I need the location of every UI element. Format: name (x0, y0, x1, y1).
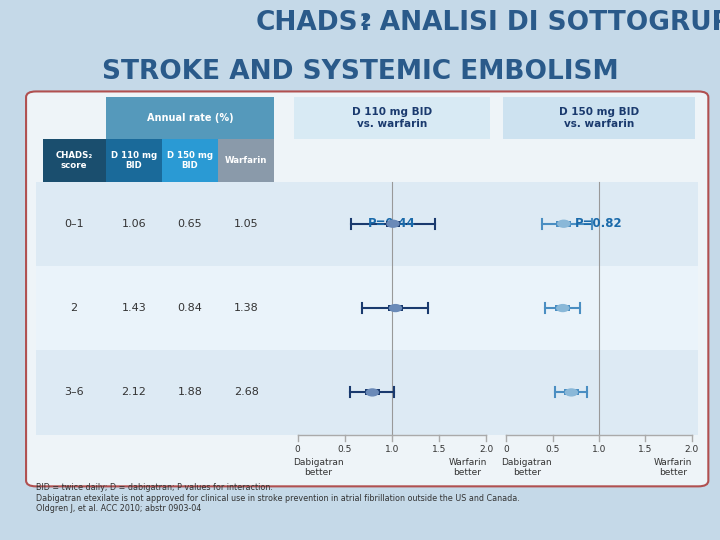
Circle shape (387, 220, 399, 227)
Text: 1.88: 1.88 (178, 387, 202, 397)
Text: 2.68: 2.68 (234, 387, 258, 397)
Text: BID = twice daily; D = dabigatran; P values for interaction.
Dabigatran etexilat: BID = twice daily; D = dabigatran; P val… (36, 483, 520, 513)
Text: 0.5: 0.5 (338, 446, 352, 454)
Text: CHADS₂
score: CHADS₂ score (55, 151, 93, 170)
Text: 1.43: 1.43 (122, 303, 146, 313)
Text: : ANALISI DI SOTTOGRUPPO: : ANALISI DI SOTTOGRUPPO (360, 10, 720, 36)
Circle shape (565, 389, 577, 396)
Text: 1.0: 1.0 (385, 446, 399, 454)
Text: STROKE AND SYSTEMIC EMBOLISM: STROKE AND SYSTEMIC EMBOLISM (102, 59, 618, 85)
Bar (388, 305, 402, 311)
Bar (555, 305, 570, 311)
Text: Dabigatran
better: Dabigatran better (501, 457, 552, 477)
Text: 1.5: 1.5 (638, 446, 652, 454)
Bar (162, 139, 218, 181)
Bar (557, 221, 571, 227)
Text: 0.84: 0.84 (178, 303, 202, 313)
Text: 3–6: 3–6 (64, 387, 84, 397)
Text: 2.12: 2.12 (121, 387, 146, 397)
Text: P=0.44: P=0.44 (368, 217, 416, 230)
Text: Warfarin: Warfarin (225, 156, 268, 165)
Text: 0.65: 0.65 (178, 219, 202, 229)
Bar (564, 389, 579, 395)
Text: Warfarin
better: Warfarin better (654, 457, 693, 477)
Bar (106, 97, 274, 139)
Text: Annual rate (%): Annual rate (%) (147, 113, 233, 123)
Text: 2.0: 2.0 (480, 446, 493, 454)
Text: 1.06: 1.06 (122, 219, 146, 229)
Text: Dabigatran
better: Dabigatran better (293, 457, 343, 477)
Bar (36, 266, 698, 350)
Bar (106, 139, 162, 181)
Bar (42, 139, 106, 181)
Circle shape (558, 220, 570, 227)
Text: 1.0: 1.0 (592, 446, 606, 454)
Bar (294, 97, 490, 139)
Bar (36, 350, 698, 435)
Circle shape (366, 389, 378, 396)
Text: P=0.82: P=0.82 (575, 217, 623, 230)
Text: 2.0: 2.0 (685, 446, 699, 454)
Bar (365, 389, 379, 395)
Circle shape (390, 305, 402, 312)
Text: D 110 mg
BID: D 110 mg BID (111, 151, 157, 170)
Text: D 110 mg BID
vs. warfarin: D 110 mg BID vs. warfarin (352, 107, 432, 129)
Text: D 150 mg
BID: D 150 mg BID (167, 151, 213, 170)
FancyBboxPatch shape (26, 91, 708, 487)
Bar (36, 181, 698, 266)
Text: 0.5: 0.5 (546, 446, 560, 454)
Text: 1.38: 1.38 (234, 303, 258, 313)
Bar (218, 139, 274, 181)
Text: 1.05: 1.05 (234, 219, 258, 229)
Text: 0: 0 (294, 446, 300, 454)
Text: CHADS: CHADS (255, 10, 358, 36)
Bar (503, 97, 695, 139)
Text: 0–1: 0–1 (64, 219, 84, 229)
Text: 2: 2 (360, 12, 372, 30)
Circle shape (557, 305, 569, 312)
Text: 0: 0 (503, 446, 509, 454)
Bar (386, 221, 400, 227)
Text: 2: 2 (71, 303, 78, 313)
Text: 1.5: 1.5 (432, 446, 446, 454)
Text: Warfarin
better: Warfarin better (449, 457, 487, 477)
Text: D 150 mg BID
vs. warfarin: D 150 mg BID vs. warfarin (559, 107, 639, 129)
